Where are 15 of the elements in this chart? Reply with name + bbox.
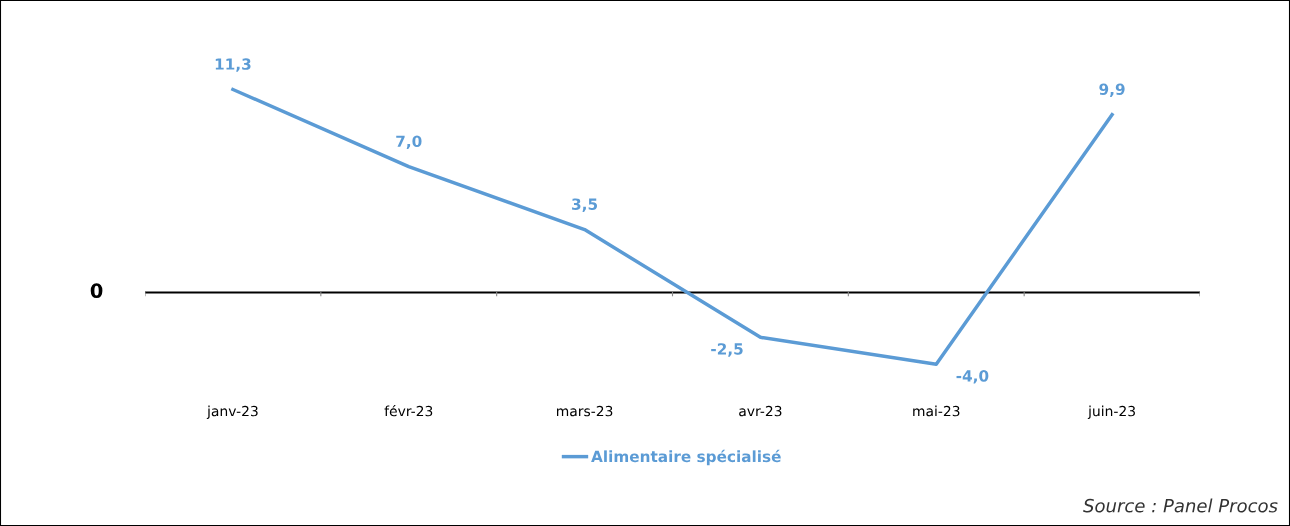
data-label: 7,0 (396, 135, 422, 150)
data-label: 9,9 (1099, 83, 1125, 97)
data-label: -4,0 (956, 370, 989, 384)
x-tick-label: janv-23 (206, 405, 258, 419)
data-label: -2,5 (711, 343, 743, 357)
x-tick-label: févr-23 (384, 405, 433, 417)
x-tick-label: mai-23 (913, 405, 960, 417)
x-tick-label: avr-23 (739, 405, 782, 417)
data-label: 3,5 (572, 198, 598, 212)
data-label: 11,3 (215, 58, 251, 72)
ref-line-label: 0 (90, 283, 103, 299)
x-tick-label: mars-23 (557, 405, 613, 417)
x-tick-label: juin-23 (1087, 405, 1135, 419)
source-note: Source : Panel Procos (1083, 498, 1278, 513)
legend-label: Alimentaire spécialisé (591, 449, 781, 466)
